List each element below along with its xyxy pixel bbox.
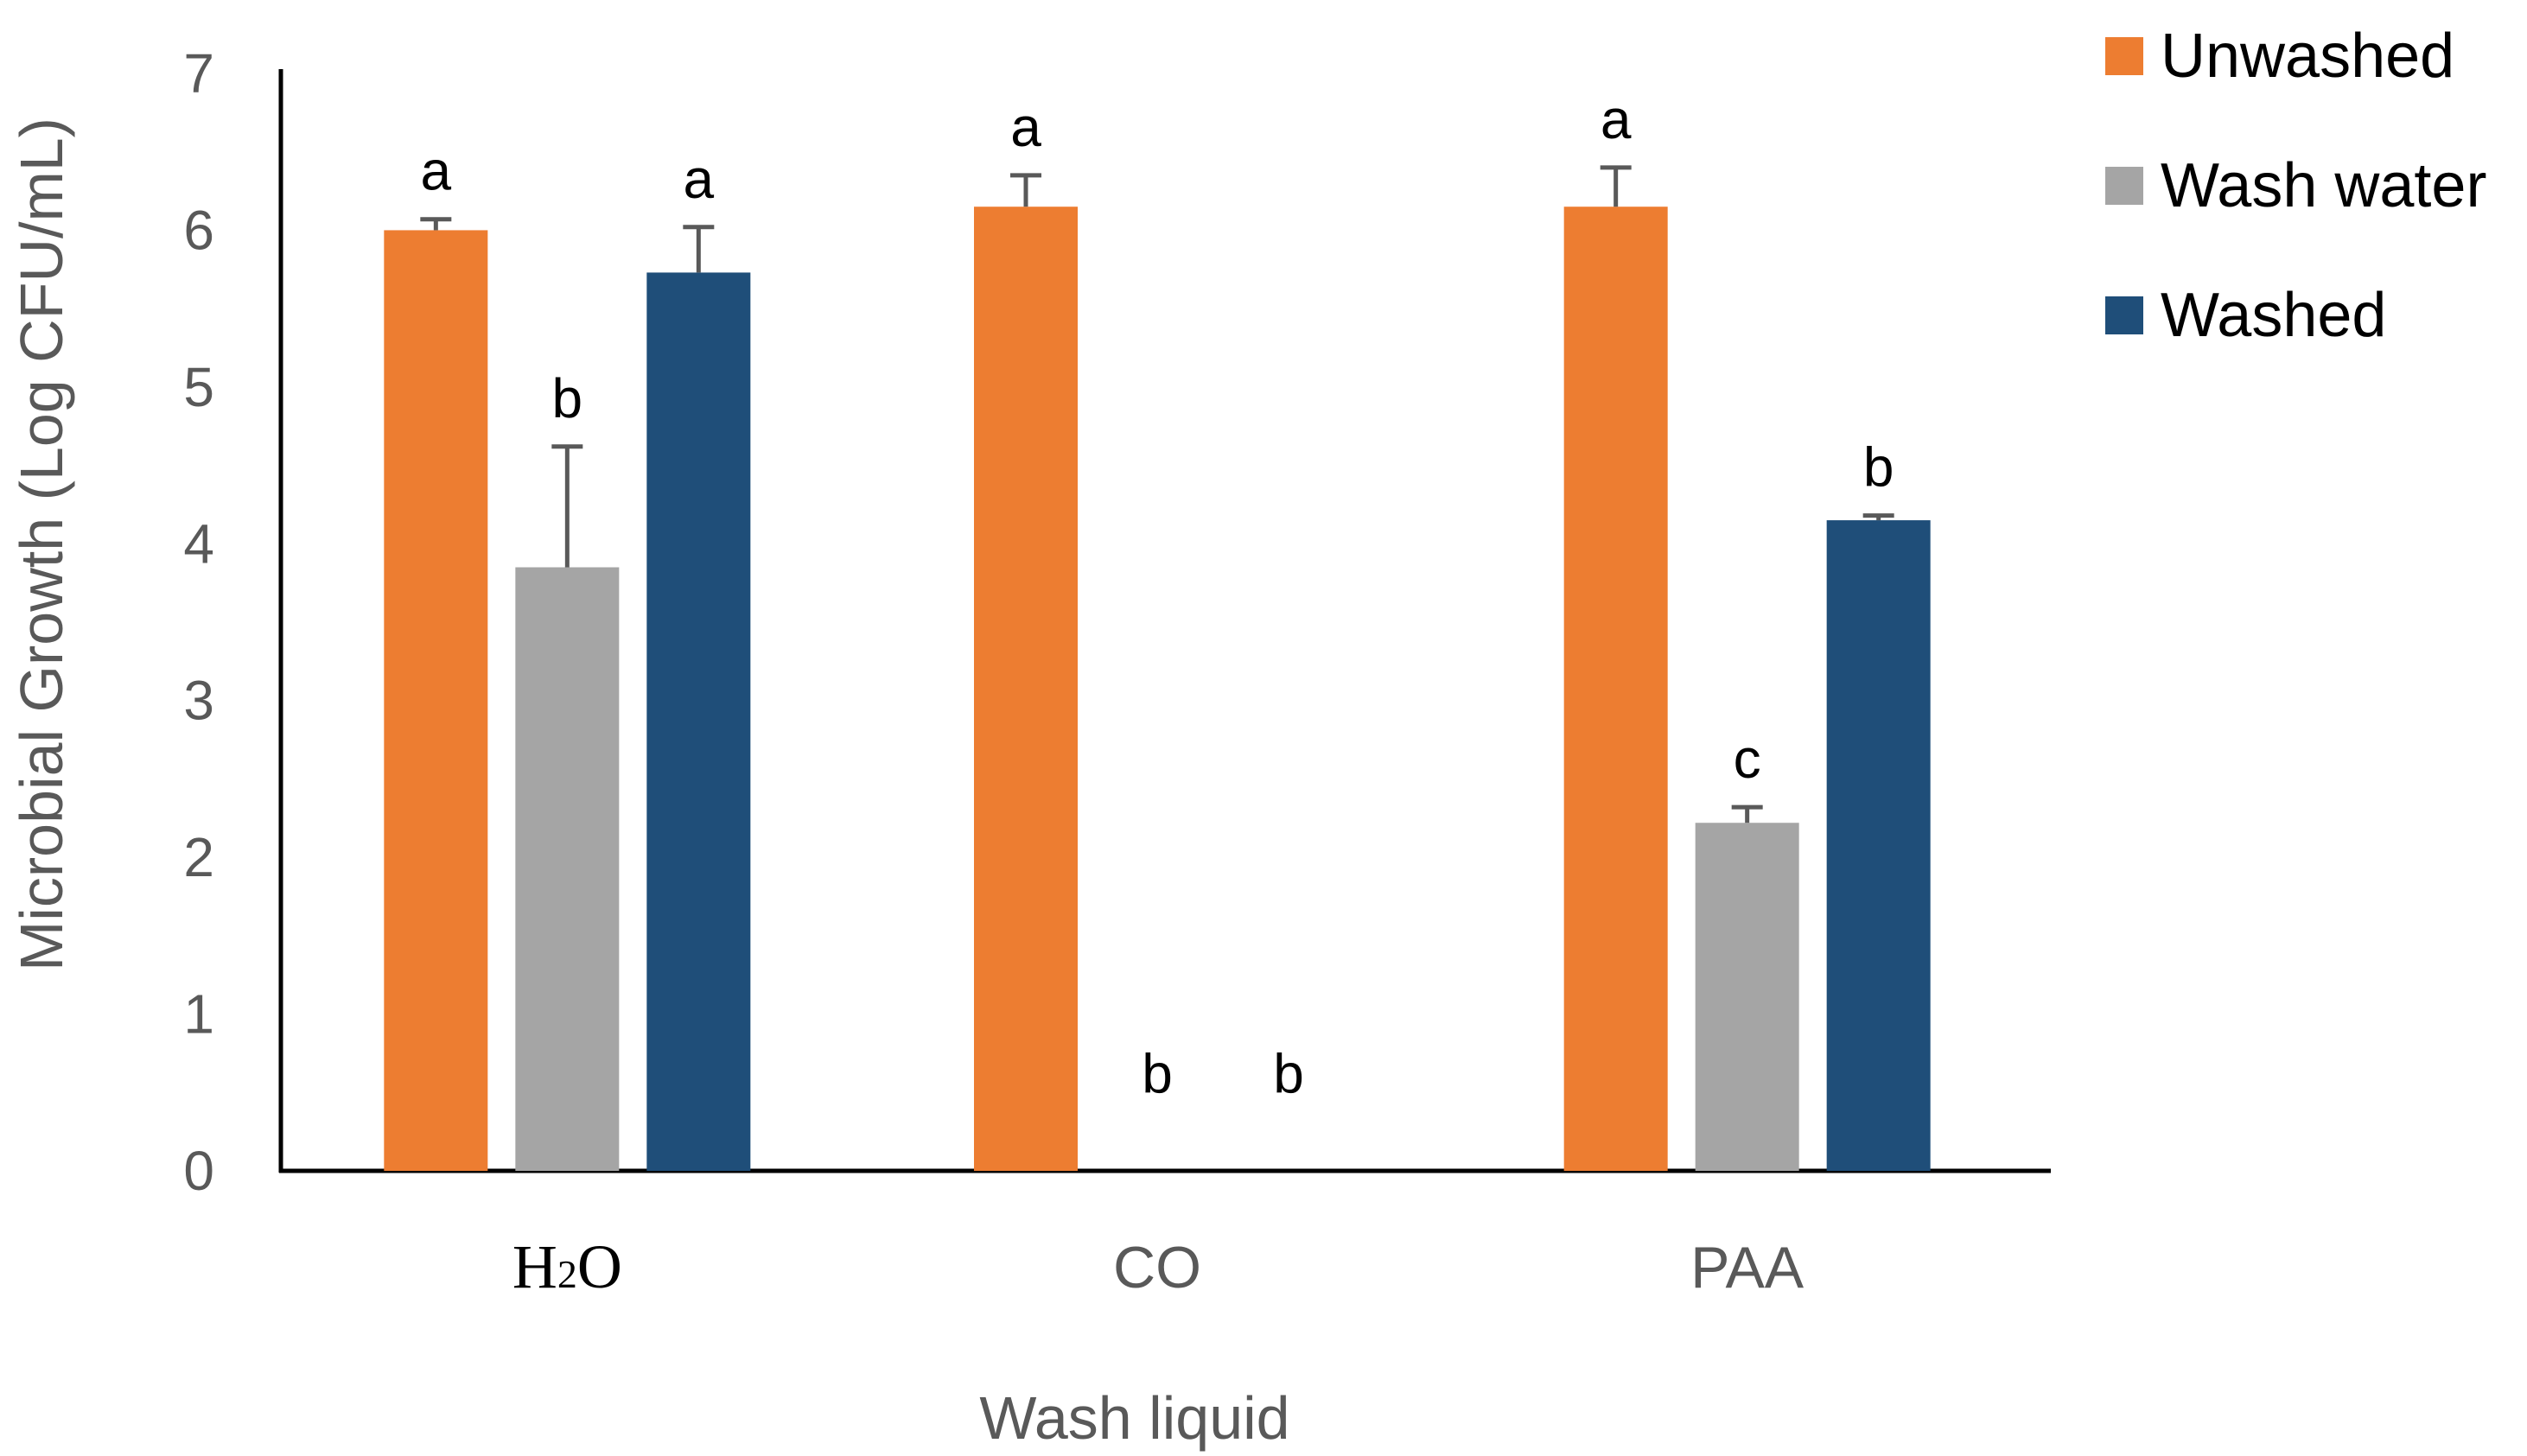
x-tick-label-co: CO [1113, 1235, 1201, 1300]
bar-wash-water-paa [1695, 823, 1799, 1171]
y-tick-label: 0 [183, 1140, 214, 1202]
data-label-wash-water-h2o: b [552, 367, 583, 429]
bar-unwashed-h2o [384, 230, 488, 1171]
data-label-unwashed-co: a [1010, 96, 1041, 158]
y-axis-title: Microbial Growth (Log CFU/mL) [8, 118, 75, 971]
data-label-unwashed-h2o: a [421, 140, 452, 202]
data-label-wash-water-co: b [1142, 1042, 1173, 1104]
y-tick-label: 2 [183, 826, 214, 888]
x-axis-title: Wash liquid [979, 1384, 1289, 1452]
data-label-unwashed-paa: a [1601, 88, 1632, 150]
legend-label-washed: Washed [2161, 281, 2386, 350]
x-tick-label-paa: PAA [1690, 1235, 1805, 1300]
legend-label-unwashed: Unwashed [2161, 22, 2454, 91]
data-label-washed-co: b [1273, 1042, 1304, 1104]
y-tick-label: 7 [183, 42, 214, 105]
y-tick-label: 1 [183, 983, 214, 1046]
legend-swatch-washed [2105, 296, 2143, 334]
x-tick-label-h2o: H2O [512, 1232, 622, 1301]
data-labels-group: a b a a b b a c b [421, 88, 1894, 1104]
data-label-washed-paa: b [1863, 436, 1894, 499]
bar-washed-h2o [646, 272, 751, 1171]
bar-washed-paa [1826, 520, 1931, 1171]
y-tick-label: 5 [183, 356, 214, 418]
bar-unwashed-paa [1563, 207, 1668, 1172]
bar-unwashed-co [974, 207, 1078, 1172]
error-bars-group [420, 165, 1894, 823]
legend-swatch-unwashed [2105, 37, 2143, 75]
data-label-washed-h2o: a [684, 148, 715, 210]
bars-group [384, 207, 1931, 1172]
y-tick-label: 6 [183, 199, 214, 261]
data-label-wash-water-paa: c [1734, 728, 1761, 790]
y-tick-label: 3 [183, 670, 214, 732]
bar-wash-water-h2o [515, 567, 620, 1171]
legend: Unwashed Wash water Washed [2105, 22, 2486, 350]
legend-swatch-wash-water [2105, 167, 2143, 205]
legend-label-wash-water: Wash water [2161, 151, 2486, 220]
y-tick-label: 4 [183, 512, 214, 575]
